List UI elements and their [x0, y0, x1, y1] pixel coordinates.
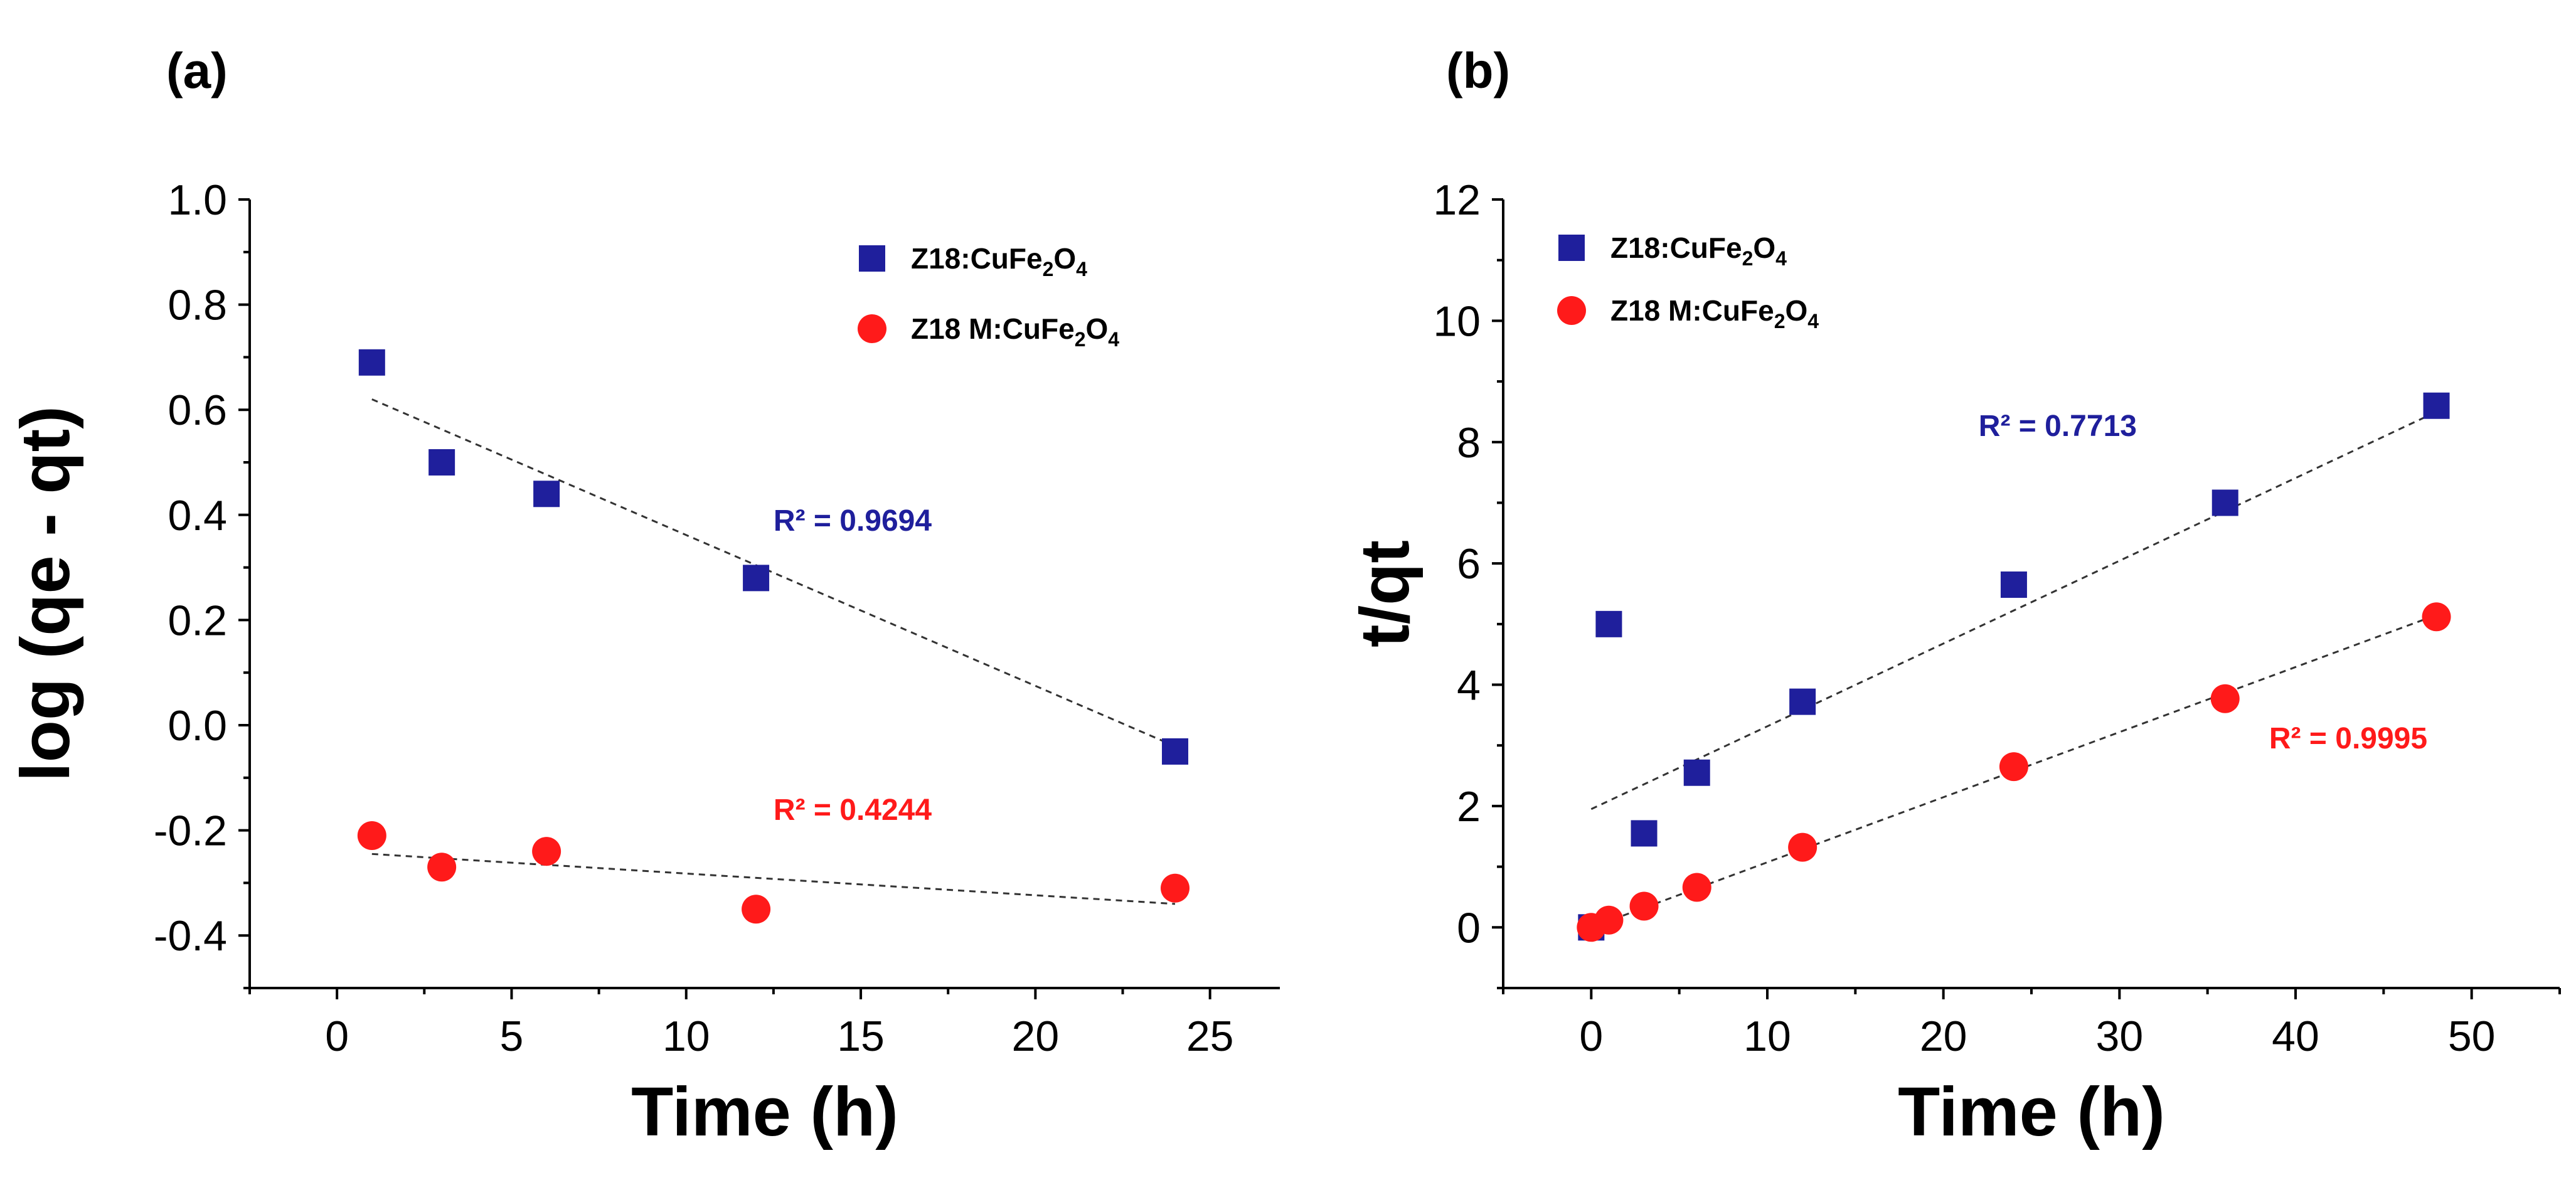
data-point-circle — [357, 821, 386, 850]
x-tick-label: 15 — [837, 1013, 885, 1060]
y-tick-label: 0.0 — [168, 702, 227, 750]
y-tick-label: 8 — [1457, 419, 1481, 467]
trendline — [1590, 614, 2437, 928]
x-tick-label: 20 — [1920, 1013, 1967, 1060]
data-point-square — [1162, 738, 1189, 765]
y-tick-label: 0.2 — [168, 597, 227, 644]
x-tick-label: 50 — [2448, 1013, 2496, 1060]
series-z18-cufe2o4: R² = 0.7713 — [1578, 392, 2450, 941]
x-tick-label: 20 — [1012, 1013, 1060, 1060]
y-tick-label: 12 — [1433, 176, 1481, 224]
x-tick-label: 10 — [1743, 1013, 1791, 1060]
legend-marker-circle — [1557, 296, 1586, 325]
trendline — [371, 853, 1176, 905]
data-point-square — [2423, 392, 2450, 419]
panel-label: (b) — [1446, 43, 1510, 98]
r2-label: R² = 0.4244 — [774, 794, 932, 827]
y-tick-label: 1.0 — [168, 176, 227, 224]
data-point-square — [1789, 688, 1816, 715]
data-point-square — [1683, 759, 1710, 786]
y-tick-label: 0.6 — [168, 386, 227, 434]
legend-marker-square — [1558, 235, 1585, 261]
data-point-square — [428, 449, 455, 476]
data-point-circle — [532, 837, 562, 866]
trendline — [371, 398, 1176, 747]
x-tick-label: 30 — [2096, 1013, 2144, 1060]
data-point-square — [358, 349, 385, 376]
data-point-square — [533, 481, 560, 508]
legend-marker-circle — [858, 314, 886, 343]
data-point-circle — [1788, 832, 1818, 862]
data-point-circle — [2210, 684, 2240, 713]
legend-label: Z18:CuFe2O4 — [911, 242, 1087, 280]
panel-label: (a) — [166, 43, 228, 98]
y-tick-label: 2 — [1457, 783, 1481, 831]
y-tick-label: -0.2 — [154, 807, 227, 855]
trendline — [1590, 411, 2437, 811]
chart-panel-b: (b) 0 2 4 6 8 10 12 0 10 20 30 40 50 Time (h) t/qt R² = … — [1346, 43, 2561, 1151]
legend-label: Z18 M:CuFe2O4 — [1610, 294, 1819, 332]
y-axis-title: t/qt — [1346, 540, 1424, 647]
data-point-circle — [427, 853, 457, 882]
x-tick-label: 0 — [325, 1013, 349, 1060]
data-point-circle — [1161, 873, 1190, 903]
x-tick-label: 10 — [663, 1013, 710, 1060]
y-tick-label: -0.4 — [154, 912, 227, 960]
y-axis-title: log (qe - qt) — [7, 406, 84, 782]
r2-label: R² = 0.9995 — [2269, 722, 2427, 755]
data-point-circle — [1594, 905, 1624, 935]
data-point-square — [2000, 571, 2027, 598]
x-tick-label: 25 — [1186, 1013, 1234, 1060]
chart-panel-a: (a) -0.4 -0.2 0.0 0.2 0.4 0.6 0.8 1.0 0 5 10 15 20 25 T… — [7, 43, 1280, 1151]
y-tick-label: 6 — [1457, 540, 1481, 588]
x-axis-title: Time (h) — [631, 1073, 898, 1151]
r2-label: R² = 0.9694 — [774, 504, 932, 538]
data-point-square — [2211, 489, 2238, 516]
data-point-circle — [1999, 752, 2028, 782]
series-z18m-cufe2o4: R² = 0.9995 — [1577, 602, 2451, 942]
data-point-circle — [1629, 891, 1659, 921]
series-z18-cufe2o4: R² = 0.9694 — [358, 349, 1189, 765]
x-axis-title: Time (h) — [1898, 1073, 2165, 1151]
data-point-circle — [742, 895, 771, 924]
data-point-circle — [1682, 873, 1711, 902]
legend-marker-square — [859, 245, 885, 272]
y-tick-label: 4 — [1457, 662, 1481, 710]
data-point-square — [1595, 610, 1622, 637]
y-tick-label: 0.8 — [168, 282, 227, 329]
y-tick-label: 10 — [1433, 297, 1481, 345]
data-point-circle — [2422, 602, 2451, 632]
legend-label: Z18 M:CuFe2O4 — [911, 312, 1119, 351]
x-tick-label: 5 — [500, 1013, 524, 1060]
y-tick-label: 0 — [1457, 904, 1481, 952]
y-tick-label: 0.4 — [168, 492, 227, 540]
r2-label: R² = 0.7713 — [1979, 410, 2137, 443]
data-point-square — [743, 565, 770, 592]
series-z18m-cufe2o4: R² = 0.4244 — [357, 794, 1190, 924]
data-point-square — [1631, 820, 1658, 847]
legend-label: Z18:CuFe2O4 — [1610, 231, 1787, 270]
x-tick-label: 40 — [2272, 1013, 2319, 1060]
x-tick-label: 0 — [1579, 1013, 1603, 1060]
